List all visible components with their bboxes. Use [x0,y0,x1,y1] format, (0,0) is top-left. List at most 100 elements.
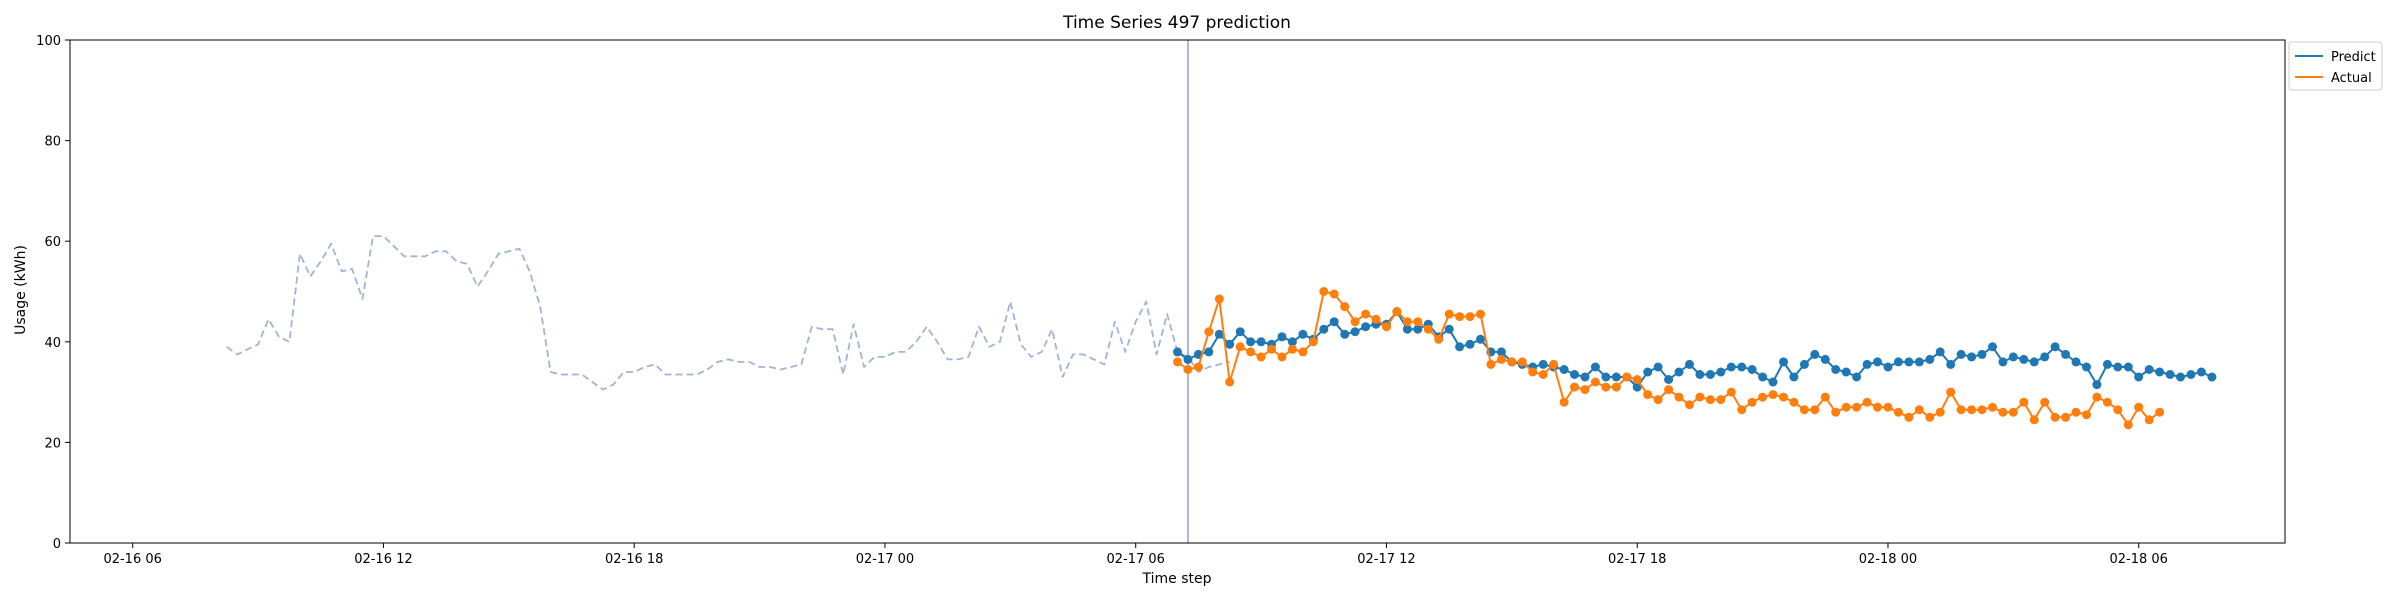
predict-point [1173,347,1182,357]
actual-point [1695,392,1705,402]
predict-point [1726,362,1736,372]
predict-point [1747,365,1757,374]
actual-point [1225,377,1235,387]
actual-point [1267,344,1276,354]
actual-point [2123,420,2133,430]
y-tick-label: 40 [44,336,61,351]
predict-point [2144,365,2154,374]
actual-point [1570,382,1579,392]
predict-point [1559,365,1569,374]
chart-title: Time Series 497 prediction [1062,13,1291,33]
actual-point [1883,402,1893,412]
x-axis-label: Time step [1142,571,1212,587]
predict-point [1402,324,1412,334]
actual-point [1308,337,1318,347]
predict-point [2134,372,2144,382]
predict-point [1799,359,1809,369]
actual-point [1486,359,1496,369]
actual-point [1528,367,1538,377]
predict-point [2040,352,2050,362]
actual-point [2102,397,2112,407]
actual-point [1340,302,1350,312]
y-tick-label: 20 [44,436,61,451]
predict-point [2176,372,2185,382]
actual-point [1726,387,1736,397]
actual-point [2071,407,2081,417]
actual-point [1371,314,1381,324]
predict-point [1946,359,1956,369]
predict-point [1956,349,1966,359]
actual-point [1277,352,1287,362]
actual-point [1789,397,1799,407]
predict-point [1632,382,1642,392]
legend-predict-label: Predict [2331,50,2376,65]
actual-point [1841,402,1851,412]
predict-point [1925,354,1935,364]
predict-point [1705,370,1715,379]
predict-point [1361,322,1371,332]
x-tick-label: 02-17 18 [1608,552,1666,567]
predict-point [1256,337,1266,347]
actual-point [1810,405,1820,415]
actual-point [1298,347,1308,357]
actual-point [1852,402,1862,412]
series-layer [226,40,2217,543]
actual-point [1319,287,1329,296]
predict-point [2050,342,2060,352]
predict-point [1716,367,1726,377]
actual-point [1643,390,1653,400]
axis-ticks: 0 20 40 60 80 100 02-16 06 02-16 12 02-16 18 02-1… [36,34,2168,567]
x-tick-label: 02-17 06 [1106,552,1164,567]
predict-point [2155,367,2165,377]
actual-point [1246,347,1256,357]
actual-point [1287,344,1297,354]
predict-point [1695,370,1705,379]
actual-point [1423,324,1433,334]
predict-point [1841,367,1851,377]
predict-point [1758,372,1768,382]
predict-point [1862,359,1872,369]
legend: Predict Actual [2288,41,2383,91]
actual-point [1173,357,1182,367]
predict-point [2029,357,2039,367]
predict-point [1988,342,1997,352]
actual-point [1862,397,1872,407]
plot-frame [69,39,2286,544]
actual-point [1444,309,1454,319]
predict-point [1465,339,1475,349]
actual-point [1946,387,1956,397]
x-tick-label: 02-17 12 [1357,552,1415,567]
predict-point [1789,372,1799,382]
actual-point [1382,322,1391,332]
actual-point [1820,392,1830,402]
y-tick-label: 80 [44,135,61,150]
predict-point [1674,367,1684,377]
predict-point [1350,327,1360,337]
legend-actual-label: Actual [2331,71,2372,86]
predict-point [1225,339,1235,349]
predict-point [1737,362,1747,372]
actual-point [1507,357,1517,367]
predict-point [1246,337,1256,347]
predict-point [1664,375,1674,384]
x-tick-label: 02-17 00 [856,552,914,567]
actual-point [1758,392,1768,402]
predict-point [2092,380,2102,390]
actual-point [1988,402,1997,412]
predict-point [1214,329,1224,339]
actual-point [1580,385,1590,395]
actual-point [1674,392,1684,402]
actual-point [1685,400,1694,410]
predict-point [2207,372,2217,382]
actual-point [1998,407,2008,417]
predict-point [2113,362,2123,372]
predict-point [1538,359,1548,369]
actual-point [1538,370,1548,379]
predict-point [1570,370,1579,379]
actual-point [1590,377,1600,387]
actual-point [1496,354,1506,364]
predict-point [1998,357,2008,367]
predict-point [1496,347,1506,357]
predict-point [1768,377,1778,387]
actual-point [1632,375,1642,384]
